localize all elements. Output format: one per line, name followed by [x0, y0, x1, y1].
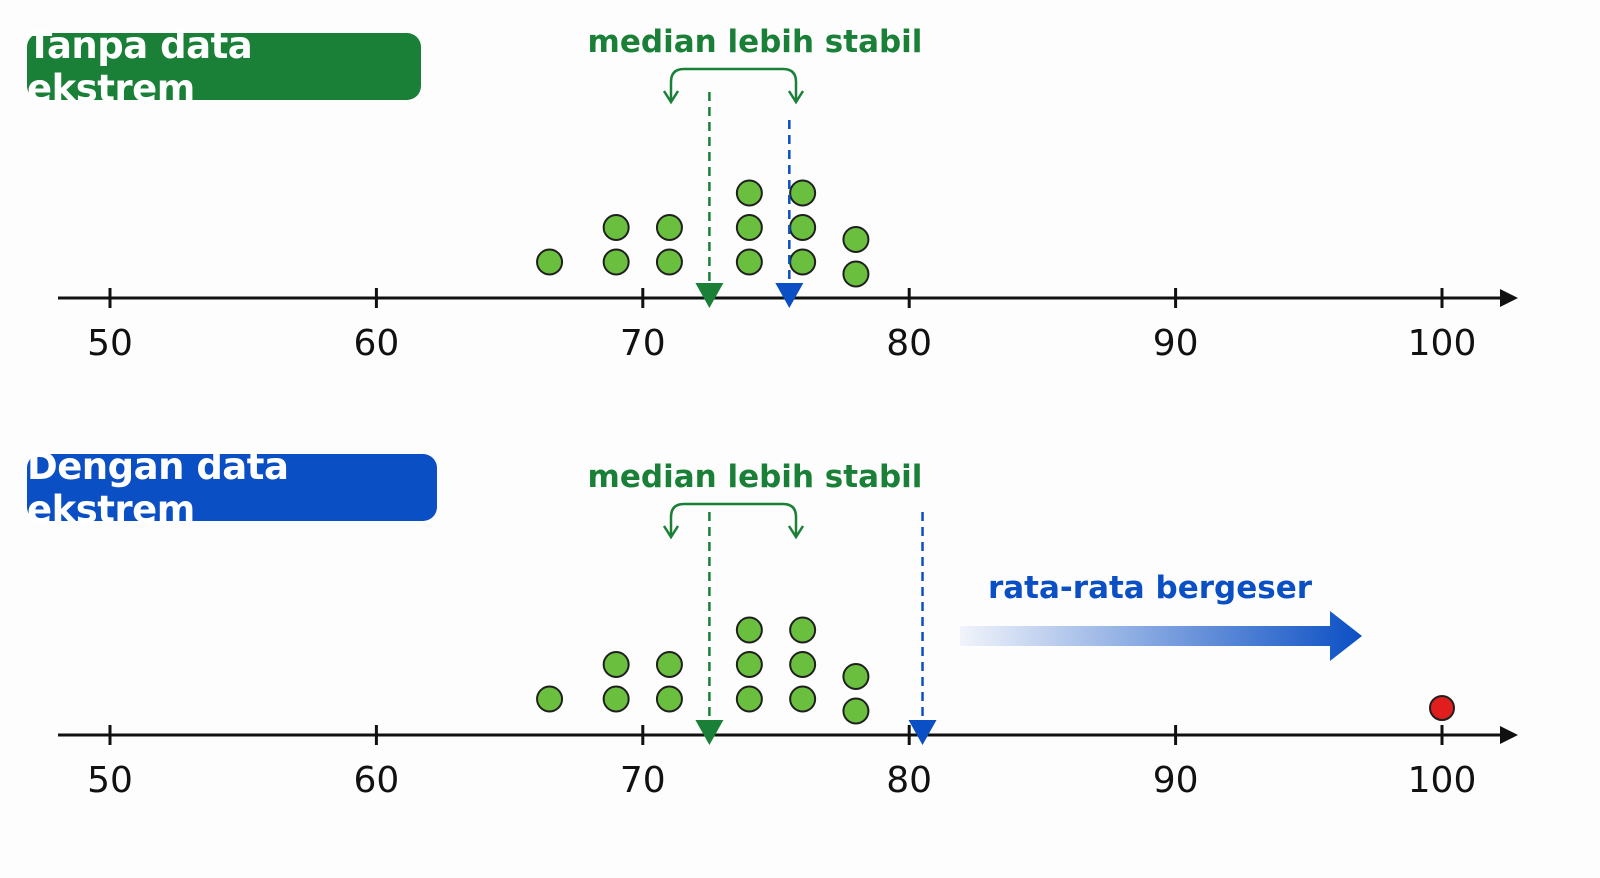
- data-point: [842, 226, 870, 253]
- mean-marker: [775, 283, 804, 308]
- bracket-arrow-left: [662, 525, 680, 540]
- data-point: [536, 685, 564, 713]
- panel-without-outlier: median lebih stabil 50 60 70 80 90 100: [58, 24, 1518, 364]
- tick-label: 90: [1153, 760, 1199, 801]
- bracket-arrow-right: [787, 525, 805, 540]
- data-point: [602, 685, 630, 713]
- x-axis-arrow: [1500, 726, 1518, 744]
- data-point: [655, 214, 683, 241]
- data-point: [602, 651, 630, 678]
- median-stable-annotation: median lebih stabil: [588, 459, 923, 495]
- tick-label: 70: [620, 323, 666, 364]
- mean-shift-annotation: rata-rata bergeser: [988, 570, 1313, 606]
- tick-label: 100: [1408, 323, 1477, 364]
- data-point: [536, 248, 564, 276]
- tick-label: 90: [1153, 323, 1199, 364]
- data-point: [789, 651, 817, 678]
- outlier-point: [1429, 695, 1455, 721]
- data-point: [789, 179, 817, 207]
- tick-label: 80: [886, 760, 932, 801]
- data-point: [655, 685, 683, 713]
- data-point: [655, 651, 683, 678]
- panel-with-outlier: median lebih stabil rata-rata bergeser 5…: [58, 459, 1518, 801]
- tick-label: 60: [353, 760, 399, 801]
- tick-label: 100: [1408, 760, 1477, 801]
- data-point: [735, 651, 763, 678]
- tick-label: 80: [886, 323, 932, 364]
- x-axis-arrow: [1500, 289, 1518, 307]
- tick-label: 50: [87, 323, 133, 364]
- mean-marker: [908, 720, 937, 745]
- bracket-arrow-left: [662, 90, 680, 105]
- data-point: [789, 248, 817, 276]
- data-point: [842, 663, 870, 690]
- data-point: [655, 248, 683, 276]
- data-point: [735, 179, 763, 207]
- median-marker: [695, 283, 724, 308]
- data-point: [789, 214, 817, 241]
- median-stable-bracket: [669, 502, 798, 537]
- tick-label: 50: [87, 760, 133, 801]
- data-point: [735, 685, 763, 713]
- median-stable-annotation: median lebih stabil: [588, 24, 923, 60]
- mean-shift-arrow: [960, 611, 1362, 661]
- median-marker: [695, 720, 724, 745]
- panel-label-with-outlier: Dengan data ekstrem: [27, 445, 437, 531]
- data-point: [842, 697, 870, 725]
- median-stable-bracket: [669, 67, 798, 102]
- bracket-arrow-right: [787, 90, 805, 105]
- tick-label: 70: [620, 760, 666, 801]
- data-point: [735, 616, 763, 644]
- data-point: [735, 214, 763, 241]
- tick-label: 60: [353, 323, 399, 364]
- data-point: [602, 248, 630, 276]
- data-point: [602, 214, 630, 241]
- data-point: [842, 260, 870, 288]
- data-point: [789, 616, 817, 644]
- data-point: [735, 248, 763, 276]
- data-point: [789, 685, 817, 713]
